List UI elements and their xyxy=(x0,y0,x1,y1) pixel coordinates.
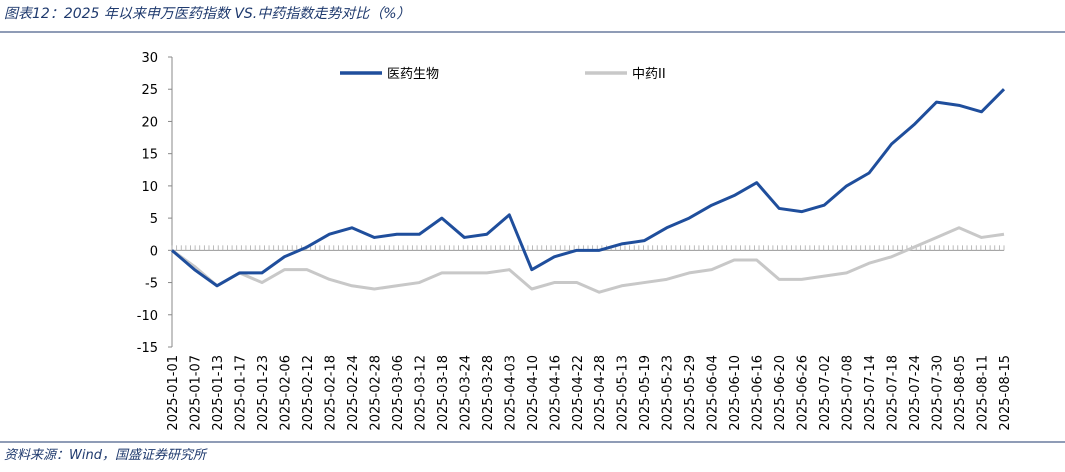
y-tick-label: 5 xyxy=(150,212,158,227)
x-tick-label: 2025-07-24 xyxy=(908,355,923,431)
x-tick-label: 2025-01-13 xyxy=(211,355,226,431)
y-tick-label: 25 xyxy=(141,83,158,98)
y-tick-label: 10 xyxy=(141,180,158,195)
x-tick-label: 2025-05-13 xyxy=(616,355,631,431)
x-tick-label: 2025-04-28 xyxy=(593,355,608,431)
x-tick-label: 2025-02-24 xyxy=(346,355,361,431)
series-line xyxy=(171,226,1005,294)
x-tick-label: 2025-06-10 xyxy=(728,355,743,431)
x-tick-label: 2025-08-15 xyxy=(998,355,1013,431)
x-tick-label: 2025-04-03 xyxy=(503,355,518,431)
x-tick-label: 2025-07-14 xyxy=(863,355,878,431)
x-tick-label: 2025-07-02 xyxy=(818,355,833,431)
x-tick-label: 2025-04-10 xyxy=(526,355,541,431)
y-tick-label: -10 xyxy=(137,309,158,324)
x-tick-label: 2025-07-08 xyxy=(841,355,856,431)
x-tick-label: 2025-05-19 xyxy=(638,355,653,431)
x-tick-label: 2025-08-05 xyxy=(953,355,968,431)
x-tick-label: 2025-06-16 xyxy=(751,355,766,431)
chart-title: 图表12：2025 年以来申万医药指数 VS.中药指数走势对比（%） xyxy=(4,6,411,22)
x-tick-label: 2025-04-16 xyxy=(548,355,563,431)
x-tick-label: 2025-07-18 xyxy=(886,355,901,431)
x-tick-label: 2025-08-11 xyxy=(976,355,991,431)
y-tick-label: 15 xyxy=(141,148,158,163)
x-tick-label: 2025-03-12 xyxy=(413,355,428,431)
y-tick-label: 20 xyxy=(141,115,158,130)
y-tick-label: 0 xyxy=(150,244,158,259)
x-tick-label: 2025-01-07 xyxy=(188,355,203,431)
y-tick-label: 30 xyxy=(141,51,158,66)
x-tick-label: 2025-01-17 xyxy=(233,355,248,431)
y-tick-label: -15 xyxy=(137,341,158,356)
series-line xyxy=(171,88,1006,288)
x-tick-label: 2025-03-06 xyxy=(391,355,406,431)
x-tick-label: 2025-07-30 xyxy=(931,355,946,431)
x-tick-label: 2025-06-04 xyxy=(706,355,721,431)
x-tick-label: 2025-02-18 xyxy=(323,355,338,431)
x-tick-label: 2025-01-23 xyxy=(256,355,271,431)
x-tick-label: 2025-03-24 xyxy=(458,355,473,431)
x-tick-label: 2025-02-12 xyxy=(301,355,316,431)
x-tick-label: 2025-06-20 xyxy=(773,355,788,431)
x-tick-label: 2025-05-29 xyxy=(683,355,698,431)
x-tick-label: 2025-05-23 xyxy=(661,355,676,431)
x-tick-label: 2025-03-28 xyxy=(481,355,496,431)
x-tick-label: 2025-02-28 xyxy=(368,355,383,431)
x-tick-label: 2025-02-06 xyxy=(278,355,293,431)
y-tick-label: -5 xyxy=(145,277,158,292)
x-tick-label: 2025-03-18 xyxy=(436,355,451,431)
legend-label: 医药生物 xyxy=(387,67,439,82)
x-tick-label: 2025-01-01 xyxy=(166,355,181,431)
legend-label: 中药II xyxy=(632,67,666,82)
x-tick-label: 2025-04-22 xyxy=(571,355,586,431)
x-tick-label: 2025-06-26 xyxy=(796,355,811,431)
source: 资料来源：Wind，国盛证券研究所 xyxy=(4,447,208,463)
